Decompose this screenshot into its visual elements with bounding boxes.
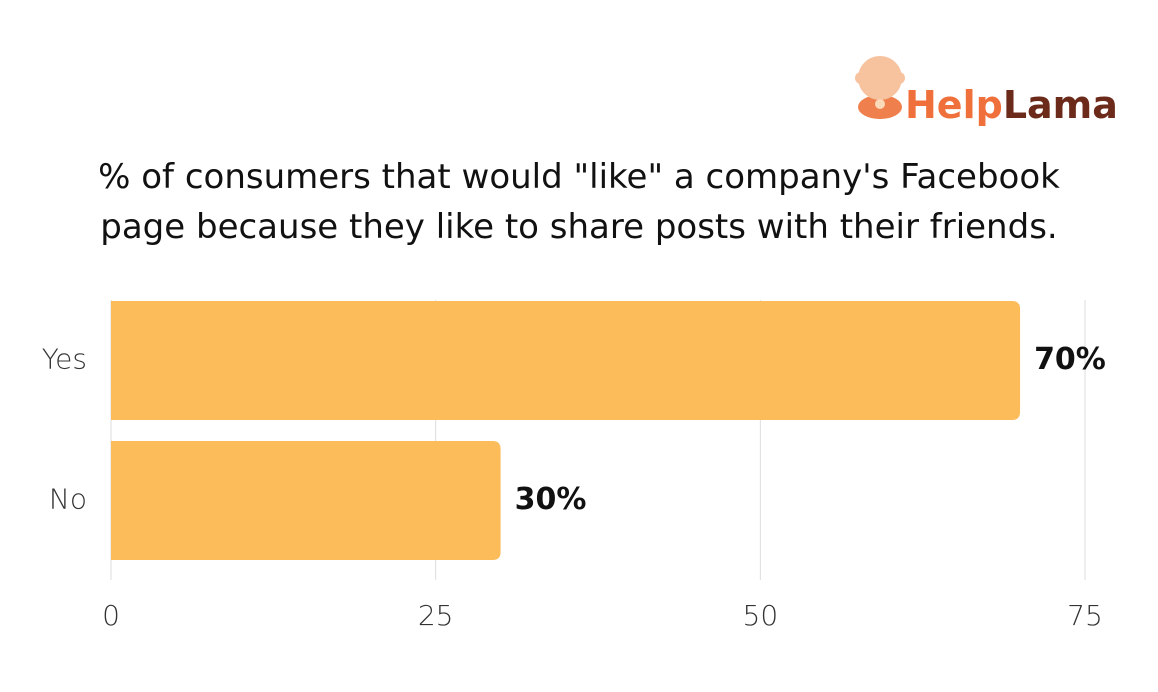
x-tick-label: 50 [743,599,779,632]
value-label: 30% [515,482,587,517]
logo-icon [855,56,905,119]
logo-text: HelpLama [905,83,1118,127]
chart-title: % of consumers that would "like" a compa… [98,157,1060,247]
bar [111,301,1021,420]
logo-lama: Lama [1003,83,1118,127]
x-tick-label: 0 [102,599,120,632]
value-label: 70% [1034,342,1106,377]
bar [111,441,501,560]
x-tick-label: 75 [1067,599,1103,632]
logo-help: Help [905,83,1003,127]
x-tick-label: 25 [418,599,454,632]
category-label: No [49,483,87,516]
category-label: Yes [42,343,87,376]
